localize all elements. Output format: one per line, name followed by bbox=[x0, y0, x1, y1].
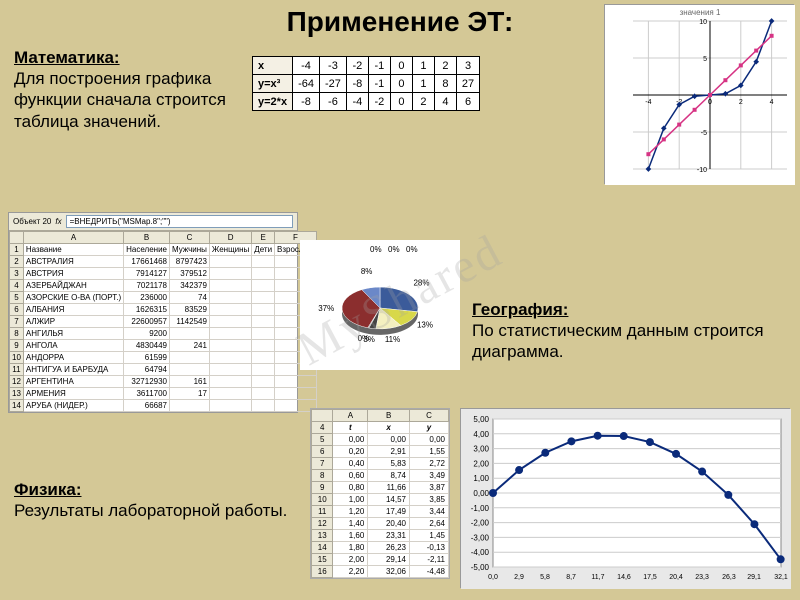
svg-text:8,7: 8,7 bbox=[566, 574, 576, 581]
svg-text:14,6: 14,6 bbox=[617, 574, 631, 581]
svg-text:5,00: 5,00 bbox=[473, 415, 489, 424]
svg-text:11%: 11% bbox=[385, 335, 400, 344]
svg-text:29,1: 29,1 bbox=[747, 574, 761, 581]
svg-text:-5,00: -5,00 bbox=[471, 563, 490, 572]
svg-text:5: 5 bbox=[703, 56, 707, 63]
svg-text:32,1: 32,1 bbox=[774, 574, 788, 581]
phys-label: Физика: bbox=[14, 480, 294, 500]
geo-spreadsheet: Объект 20 fx =ВНЕДРИТЬ("MSMap.8";"") ABC… bbox=[8, 212, 298, 413]
cell-ref: Объект 20 bbox=[13, 217, 51, 226]
phys-text: Результаты лабораторной работы. bbox=[14, 500, 294, 521]
svg-text:23,3: 23,3 bbox=[695, 574, 709, 581]
svg-text:0: 0 bbox=[708, 99, 712, 106]
math-section: Математика: Для построения графика функц… bbox=[14, 48, 244, 132]
math-chart: значения 1-4-2024-10-5510 bbox=[604, 4, 794, 184]
svg-text:0,00: 0,00 bbox=[473, 489, 489, 498]
svg-text:4,00: 4,00 bbox=[473, 430, 489, 439]
svg-text:2,9: 2,9 bbox=[514, 574, 524, 581]
svg-text:-4: -4 bbox=[645, 99, 651, 106]
pie-chart: 28%13%11%3%0%37%8%0%0%0% bbox=[300, 240, 460, 370]
svg-text:28%: 28% bbox=[413, 279, 429, 288]
svg-text:2: 2 bbox=[739, 99, 743, 106]
svg-text:0%: 0% bbox=[358, 334, 370, 343]
formula-bar: =ВНЕДРИТЬ("MSMap.8";"") bbox=[66, 215, 293, 228]
svg-text:-3,00: -3,00 bbox=[471, 533, 490, 542]
spreadsheet-toolbar: Объект 20 fx =ВНЕДРИТЬ("MSMap.8";"") bbox=[9, 213, 297, 231]
svg-text:8%: 8% bbox=[361, 267, 373, 276]
math-text: Для построения графика функции сначала с… bbox=[14, 68, 244, 132]
svg-text:11,7: 11,7 bbox=[591, 574, 604, 581]
svg-text:-1,00: -1,00 bbox=[471, 504, 490, 513]
phys-chart: -5,00 -4,00 -3,00 -2,00 -1,00 0,00 1,00 2,00 3,0… bbox=[460, 408, 790, 588]
svg-text:-2,00: -2,00 bbox=[471, 519, 490, 528]
math-table: x-4-3-2-10123y=x³-64-27-8-101827y=2*x-8-… bbox=[252, 56, 480, 111]
svg-text:-5: -5 bbox=[701, 130, 707, 137]
svg-text:4: 4 bbox=[770, 99, 774, 106]
svg-text:3,00: 3,00 bbox=[473, 445, 489, 454]
svg-text:5,8: 5,8 bbox=[540, 574, 550, 581]
spreadsheet-table: ABCDEF1НазваниеНаселениеМужчиныЖенщиныДе… bbox=[9, 231, 317, 412]
svg-text:1,00: 1,00 bbox=[473, 474, 489, 483]
geo-section: География: По статистическим данным стро… bbox=[472, 300, 792, 363]
svg-text:0%: 0% bbox=[370, 245, 382, 254]
phys-spreadsheet: ABC4txy50,000,000,0060,202,911,5570,405,… bbox=[310, 408, 450, 579]
geo-text: По статистическим данным строится диагра… bbox=[472, 320, 792, 363]
svg-text:17,5: 17,5 bbox=[643, 574, 657, 581]
svg-text:10: 10 bbox=[699, 19, 707, 26]
svg-text:0,0: 0,0 bbox=[488, 574, 498, 581]
svg-text:значения 1: значения 1 bbox=[680, 8, 721, 17]
svg-text:0%: 0% bbox=[388, 245, 400, 254]
svg-text:-4,00: -4,00 bbox=[471, 548, 490, 557]
geo-label: География: bbox=[472, 300, 792, 320]
svg-text:26,3: 26,3 bbox=[722, 574, 736, 581]
svg-text:20,4: 20,4 bbox=[669, 574, 683, 581]
svg-text:2,00: 2,00 bbox=[473, 459, 489, 468]
svg-text:-10: -10 bbox=[697, 167, 707, 174]
svg-text:13%: 13% bbox=[417, 320, 433, 329]
phys-section: Физика: Результаты лабораторной работы. bbox=[14, 480, 294, 521]
svg-text:37%: 37% bbox=[318, 304, 334, 313]
math-label: Математика: bbox=[14, 48, 244, 68]
svg-text:0%: 0% bbox=[406, 245, 418, 254]
